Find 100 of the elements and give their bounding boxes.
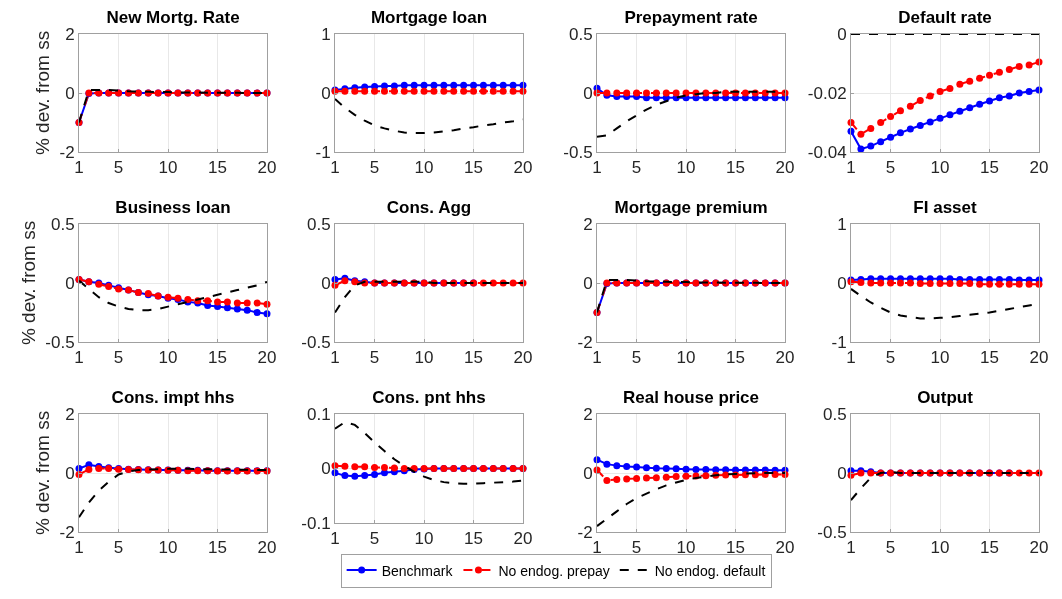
chart-title: Default rate	[898, 7, 992, 27]
point	[623, 89, 631, 97]
point	[986, 97, 994, 105]
y-tick-label: 0	[583, 463, 593, 483]
point	[253, 299, 261, 307]
y-tick-label: 2	[583, 214, 593, 234]
point	[722, 89, 730, 97]
point	[623, 463, 631, 471]
y-tick-label: 0	[321, 459, 331, 479]
point	[867, 124, 875, 132]
y-tick-label: 2	[65, 24, 75, 44]
y-tick-label: -2	[59, 142, 75, 162]
x-tick-label: 5	[369, 529, 380, 549]
point	[662, 473, 670, 481]
y-tick-label: 1	[321, 24, 331, 44]
point	[946, 85, 954, 93]
x-tick-label: 15	[464, 348, 483, 368]
y-tick-label: -1	[831, 332, 847, 352]
point	[896, 129, 904, 137]
point	[652, 464, 660, 472]
point	[976, 74, 984, 82]
chart-title: Output	[917, 387, 974, 407]
point	[1005, 65, 1013, 73]
y-tick-label: 0	[65, 463, 75, 483]
legend-label: Benchmark	[381, 562, 454, 579]
point	[682, 472, 690, 480]
y-tick-label: -2	[59, 522, 75, 542]
y-tick-label: 0.5	[50, 214, 75, 234]
point	[371, 471, 379, 478]
legend-label: No endog. prepay	[498, 562, 610, 579]
y-tick-label: -2	[577, 522, 593, 542]
x-tick-label: 10	[930, 348, 950, 368]
y-tick-label: 0	[321, 273, 331, 293]
chart-title: Prepayment rate	[624, 7, 758, 27]
point	[662, 89, 670, 97]
chart-title: Mortgage premium	[614, 197, 768, 217]
x-tick-label: 20	[775, 348, 795, 368]
y-tick-label: 0	[65, 273, 75, 293]
point	[887, 113, 895, 121]
y-tick-label: 0.5	[568, 24, 593, 44]
point	[623, 475, 631, 483]
x-tick-label: 5	[631, 348, 642, 368]
point	[672, 473, 680, 481]
point	[633, 475, 641, 483]
chart-title: Business loan	[115, 197, 231, 217]
x-tick-label: 20	[1029, 158, 1049, 178]
x-tick-label: 5	[631, 538, 642, 558]
x-tick-label: 20	[1029, 348, 1049, 368]
y-tick-label: 0	[583, 83, 593, 103]
x-tick-label: 10	[930, 538, 950, 558]
point	[361, 463, 369, 471]
point	[692, 465, 700, 473]
point	[857, 145, 865, 153]
x-tick-label: 5	[885, 348, 896, 368]
point	[995, 68, 1003, 76]
point	[887, 133, 895, 141]
point	[966, 104, 974, 112]
chart-title: Cons. impt hhs	[111, 387, 235, 407]
y-tick-label: 0	[321, 83, 331, 103]
point	[380, 463, 388, 471]
point	[223, 304, 231, 312]
point	[966, 77, 974, 85]
point	[642, 474, 650, 482]
point	[633, 463, 641, 471]
point	[877, 119, 885, 126]
x-tick-label: 15	[464, 529, 483, 549]
point	[341, 472, 349, 480]
x-tick-label: 20	[775, 158, 795, 178]
x-tick-label: 10	[676, 538, 696, 558]
point	[642, 89, 650, 97]
point	[603, 476, 611, 484]
point	[1015, 62, 1023, 70]
point	[613, 475, 621, 483]
y-tick-label: 0.5	[306, 214, 331, 234]
point	[712, 466, 720, 474]
x-tick-label: 20	[513, 348, 533, 368]
point	[642, 464, 650, 472]
y-axis-title: % dev. from ss	[18, 220, 40, 346]
point	[613, 89, 621, 97]
x-tick-label: 15	[208, 158, 227, 178]
point	[652, 474, 660, 482]
point	[223, 298, 231, 306]
point	[243, 299, 251, 307]
point	[867, 142, 875, 150]
y-tick-label: 1	[837, 214, 847, 234]
x-tick-label: 10	[676, 158, 696, 178]
point	[682, 465, 690, 473]
x-tick-label: 10	[158, 538, 178, 558]
y-axis-title: % dev. from ss	[32, 30, 54, 156]
y-tick-label: -0.04	[807, 142, 847, 162]
point	[877, 138, 885, 146]
point	[936, 88, 944, 96]
point	[341, 462, 349, 470]
point	[652, 89, 660, 97]
point	[361, 472, 369, 480]
x-tick-label: 15	[726, 158, 745, 178]
x-tick-label: 5	[113, 538, 124, 558]
y-tick-label: -0.5	[817, 522, 847, 542]
point	[204, 297, 212, 305]
point	[1025, 61, 1033, 69]
